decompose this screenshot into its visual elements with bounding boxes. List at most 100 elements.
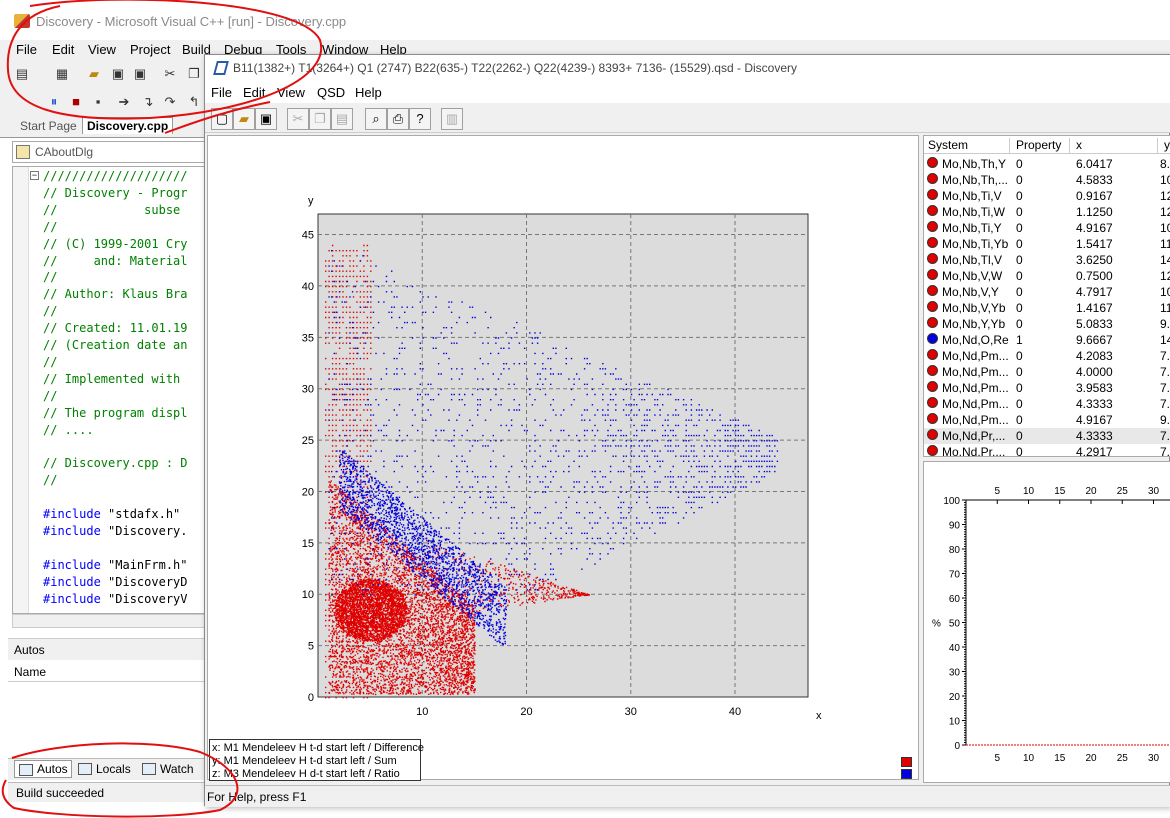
save-all-icon[interactable]: ▣ [133, 66, 147, 81]
show-next-statement-icon[interactable]: ➔ [118, 94, 130, 109]
cell-x: 3.9583 [1076, 381, 1113, 395]
cell-x: 4.3333 [1076, 429, 1113, 443]
d-menu-file[interactable]: File [211, 85, 232, 100]
table-row[interactable]: Mo,Nd,Pm... 0 4.9167 9. [924, 412, 1170, 428]
break-all-icon[interactable]: ⏸ [50, 94, 58, 109]
include-keyword: #include [43, 574, 101, 589]
cell-y: 9. [1160, 413, 1170, 427]
cell-property: 1 [1016, 333, 1023, 347]
header-x[interactable]: x [1072, 138, 1158, 154]
print-icon[interactable]: ⎙ [387, 108, 409, 130]
table-row[interactable]: Mo,Nb,Th,... 0 4.5833 10 [924, 172, 1170, 188]
table-row[interactable]: Mo,Nd,Pm... 0 3.9583 7. [924, 380, 1170, 396]
d-menu-qsd[interactable]: QSD [317, 85, 346, 100]
table-row[interactable]: Mo,Nb,Ti,V 0 0.9167 12 [924, 188, 1170, 204]
restart-icon[interactable]: ▪ [95, 94, 101, 109]
pct-x-tick-label-top: 25 [1117, 486, 1129, 497]
cut-icon[interactable]: ✂ [287, 108, 309, 130]
copy-icon[interactable]: ❐ [188, 66, 200, 81]
table-row[interactable]: Mo,Nb,Ti,Y 0 4.9167 10 [924, 220, 1170, 236]
vc-menu-help[interactable]: Help [380, 42, 407, 57]
properties-icon[interactable]: ▥ [441, 108, 463, 130]
collapse-icon[interactable]: − [30, 170, 39, 180]
table-row[interactable]: Mo,Nb,V,Y 0 4.7917 10 [924, 284, 1170, 300]
vc-menu-file[interactable]: File [16, 42, 37, 57]
percentage-plot[interactable]: 0 10 20 30 40 50 60 70 80 90 100 5 5 10 10 15 15 20 20 25 25… [923, 461, 1170, 783]
code-line: // Created: 11.01.19 [43, 321, 188, 336]
print-preview-icon[interactable]: ⌕ [365, 108, 387, 130]
class-combo[interactable]: CAboutDlg [12, 141, 212, 163]
tab-locals[interactable]: Locals [78, 762, 131, 776]
open-folder-icon[interactable]: ▰ [89, 66, 99, 81]
copy-icon[interactable]: ❐ [309, 108, 331, 130]
vc-menu-edit[interactable]: Edit [52, 42, 75, 57]
scatter-plot-area[interactable]: 10 20 30 40 0 5 10 15 20 25 30 35 40 45 x y [207, 135, 919, 780]
cell-system: Mo,Nb,Th,... [942, 173, 1009, 187]
cell-x: 9.6667 [1076, 333, 1113, 347]
table-row[interactable]: Mo,Nb,Tl,V 0 3.6250 14 [924, 252, 1170, 268]
table-row[interactable]: Mo,Nd,Pm... 0 4.0000 7. [924, 364, 1170, 380]
vc-menu-view[interactable]: View [88, 42, 116, 57]
new-icon[interactable]: ▢ [211, 108, 233, 130]
save-icon[interactable]: ▣ [111, 66, 125, 81]
table-row[interactable]: Mo,Nd,Pr,... 0 4.2917 7. [924, 444, 1170, 456]
vc-menu-window[interactable]: Window [322, 42, 369, 57]
tab-locals-label: Locals [96, 762, 131, 776]
cell-property: 0 [1016, 221, 1023, 235]
systems-table[interactable]: System Property x y Mo,Nb,Th,Y 0 6.0417 8. M… [923, 135, 1170, 457]
y-tick-label: 30 [302, 384, 314, 396]
table-row[interactable]: Mo,Nd,Pr,... 0 4.3333 7. [924, 428, 1170, 444]
code-line: // Author: Klaus Bra [43, 287, 188, 302]
table-row[interactable]: Mo,Nb,V,Yb 0 1.4167 11 [924, 300, 1170, 316]
pct-x-tick-label-bottom: 10 [1023, 753, 1035, 764]
tab-watch[interactable]: Watch [142, 762, 194, 776]
tab-start-page[interactable]: Start Page [20, 119, 77, 133]
save-icon[interactable]: ▣ [255, 108, 277, 130]
stop-debugging-icon[interactable]: ■ [72, 94, 80, 109]
tab-autos-label: Autos [37, 762, 68, 776]
autos-column-header[interactable]: Name [8, 662, 212, 682]
cell-property: 0 [1016, 189, 1023, 203]
cell-y: 9. [1160, 317, 1170, 331]
new-project-icon[interactable]: ▤ [15, 66, 29, 81]
table-row[interactable]: Mo,Nb,Y,Yb 0 5.0833 9. [924, 316, 1170, 332]
step-over-icon[interactable]: ↷ [164, 94, 176, 109]
step-out-icon[interactable]: ↰ [188, 94, 200, 109]
tab-autos[interactable]: Autos [14, 760, 72, 778]
cell-x: 6.0417 [1076, 157, 1113, 171]
locals-tab-icon [78, 763, 92, 775]
cell-y: 10 [1160, 173, 1170, 187]
table-row[interactable]: Mo,Nb,Ti,W 0 1.1250 12 [924, 204, 1170, 220]
step-into-icon[interactable]: ↴ [142, 94, 154, 109]
code-line: // [43, 219, 58, 234]
cut-icon[interactable]: ✂ [164, 66, 176, 81]
d-menu-edit[interactable]: Edit [243, 85, 266, 100]
vc-title-bar: Discovery - Microsoft Visual C++ [run] -… [0, 0, 1170, 42]
code-line: #include "DiscoveryD [43, 574, 188, 589]
header-system[interactable]: System [924, 138, 1010, 154]
table-row[interactable]: Mo,Nb,Th,Y 0 6.0417 8. [924, 156, 1170, 172]
vc-menu-project[interactable]: Project [130, 42, 171, 57]
table-row[interactable]: Mo,Nd,Pm... 0 4.2083 7. [924, 348, 1170, 364]
table-row[interactable]: Mo,Nd,O,Re 1 9.6667 14 [924, 332, 1170, 348]
d-menu-help[interactable]: Help [355, 85, 382, 100]
discovery-app-icon [213, 61, 229, 75]
table-row[interactable]: Mo,Nd,Pm... 0 4.3333 7. [924, 396, 1170, 412]
legend-x: x: M1 Mendeleev H t-d start left / Diffe… [212, 742, 424, 754]
cell-property: 0 [1016, 413, 1023, 427]
tab-discovery-cpp[interactable]: Discovery.cpp [82, 117, 174, 134]
table-row[interactable]: Mo,Nb,V,W 0 0.7500 12 [924, 268, 1170, 284]
header-property[interactable]: Property [1012, 138, 1070, 154]
table-row[interactable]: Mo,Nb,Ti,Yb 0 1.5417 11 [924, 236, 1170, 252]
code-editor[interactable]: − //////////////////// // Discovery - Pro… [12, 166, 210, 614]
discovery-status-bar: For Help, press F1 [205, 785, 1170, 807]
code-horizontal-scrollbar[interactable] [12, 614, 210, 628]
header-y[interactable]: y [1160, 138, 1170, 154]
scatter-plot[interactable]: 10 20 30 40 0 5 10 15 20 25 30 35 40 45 x y [208, 136, 920, 781]
open-icon[interactable]: ▰ [233, 108, 255, 130]
add-item-icon[interactable]: ▦ [55, 66, 69, 81]
context-help-icon[interactable]: ? [409, 108, 431, 130]
paste-icon[interactable]: ▤ [331, 108, 353, 130]
pct-y-tick-label: 20 [949, 692, 961, 703]
d-menu-view[interactable]: View [277, 85, 305, 100]
